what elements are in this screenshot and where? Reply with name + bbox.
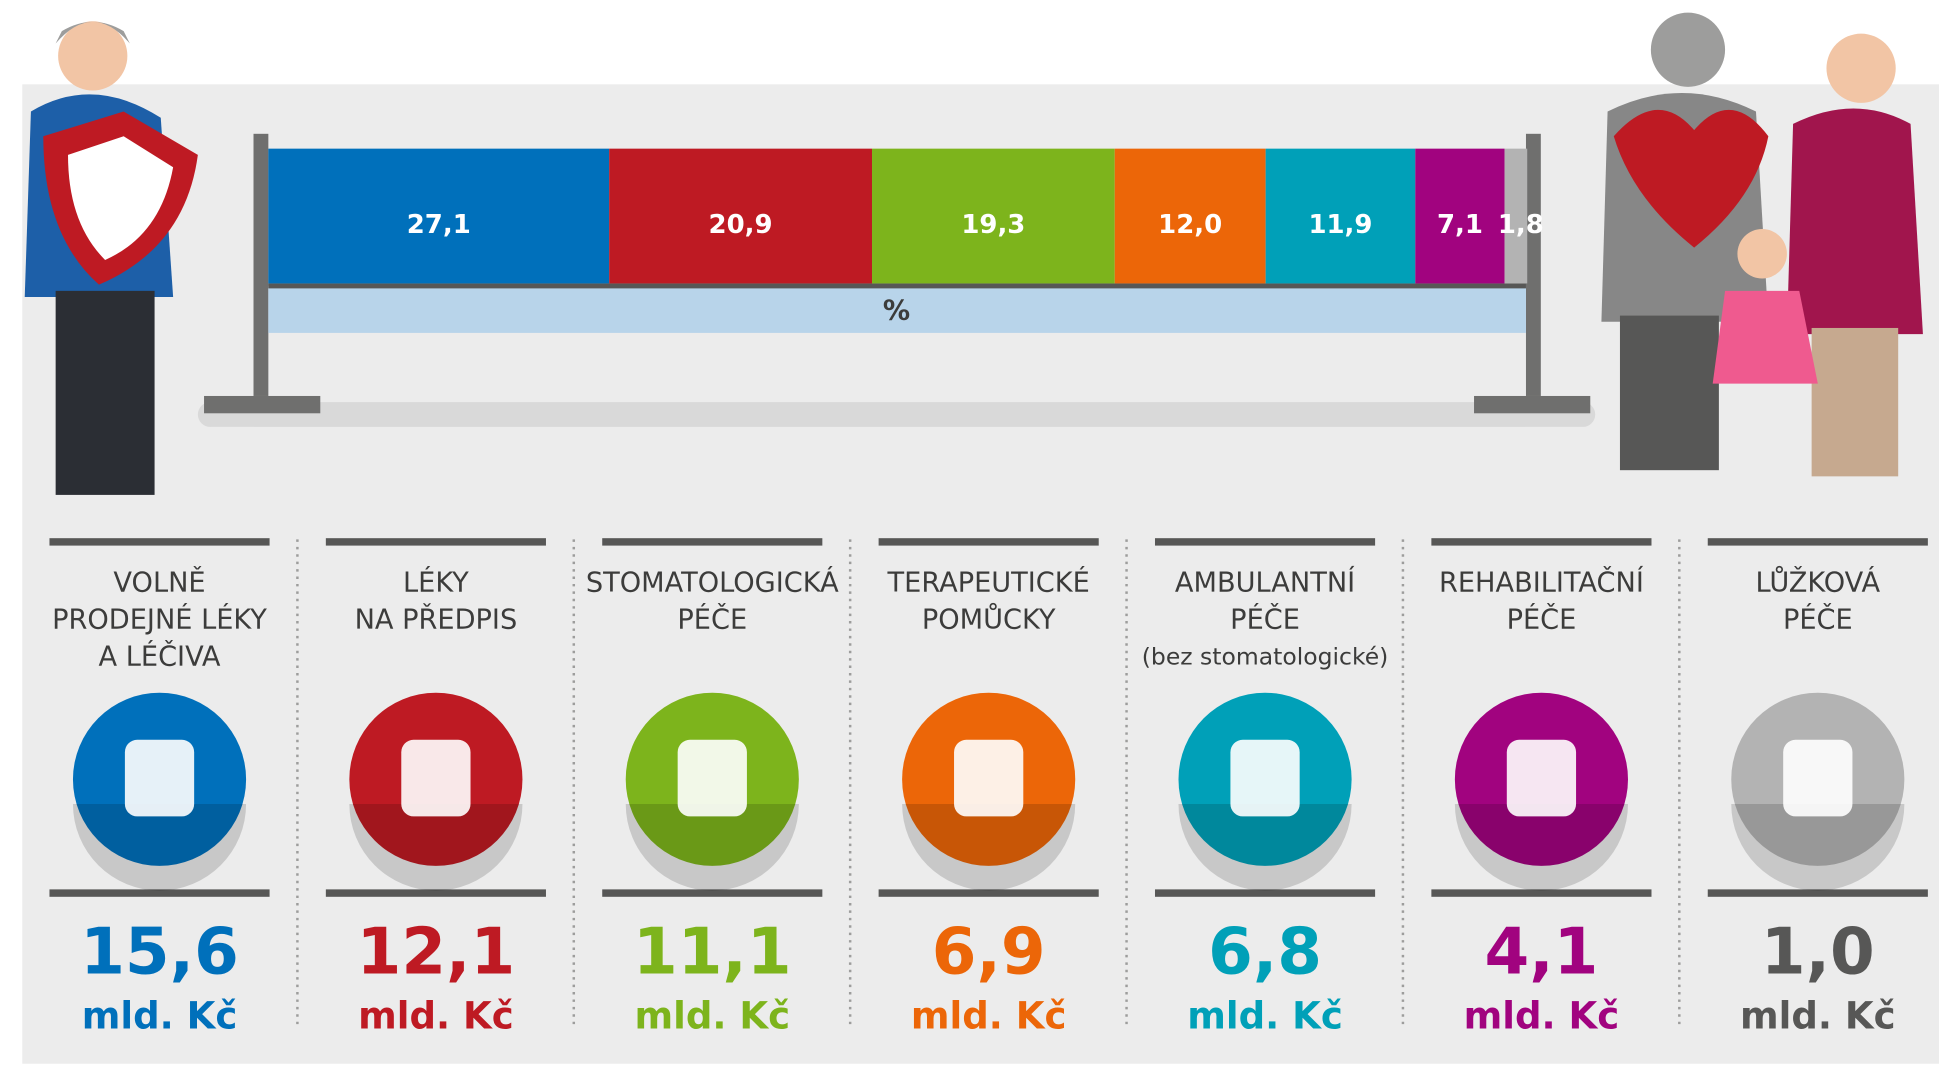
category-label: LŮŽKOVÁ [1756,566,1881,598]
category-label: AMBULANTNÍ [1175,566,1355,598]
unit-strip [268,285,1526,333]
amount-label: 11,1 [633,915,792,990]
column-rule-top [602,538,823,546]
category-label: POMŮCKY [922,604,1056,636]
category-label: (bez stomatologické) [1142,643,1389,671]
person-left [24,21,198,495]
amount-unit: mld. Kč [1464,994,1620,1037]
icon-shade [625,804,799,891]
bar-segment [1114,148,1266,284]
icon-glyph [677,739,747,817]
icon-shade [1454,804,1628,891]
category-label: PRODEJNÉ LÉKY [52,604,267,636]
column-rule-mid [1154,889,1376,897]
icon-shade [1178,804,1352,891]
icon-glyph [124,739,195,817]
amount-label: 4,1 [1484,915,1598,990]
category-label: A LÉČIVA [99,641,221,673]
icon-shade [902,804,1076,891]
column-rule-top [878,538,1099,546]
column-rule-top [49,538,270,546]
icon-glyph [1506,739,1577,817]
amount-unit: mld. Kč [1187,994,1343,1037]
amount-label: 12,1 [357,915,516,990]
amount-label: 15,6 [80,915,239,990]
amount-unit: mld. Kč [1740,994,1896,1037]
amount-unit: mld. Kč [911,994,1067,1037]
segment-label: 7,1 [1437,210,1483,240]
post-right [1525,133,1541,396]
icon-shade [349,804,523,891]
category-icon [1178,692,1352,891]
category-label: PÉČE [677,604,747,636]
category-label: PÉČE [1230,604,1300,636]
category-label: REHABILITAČNÍ [1439,566,1644,598]
icon-glyph [401,739,471,817]
category-label: NA PŘEDPIS [355,604,518,636]
segment-label: 20,9 [709,210,773,240]
column-rule-mid [878,889,1099,897]
category-label: PÉČE [1507,604,1577,636]
column-rule-top [1154,538,1376,546]
amount-label: 6,9 [932,915,1046,990]
amount-label: 6,8 [1208,915,1322,990]
bar-segment [872,148,1115,284]
category-icon [902,692,1076,891]
bar-segment [1504,148,1528,284]
floor [197,402,1596,427]
icon-glyph [954,739,1024,817]
column-rule-mid [1431,889,1652,897]
column-rule-mid [325,889,546,897]
post-left [253,133,269,396]
column-rule-top [1707,538,1928,546]
column-rule-mid [602,889,823,897]
amount-unit: mld. Kč [358,994,514,1037]
bar-segment [609,148,873,284]
column-rule-top [1431,538,1652,546]
segment-label: 11,9 [1308,210,1372,240]
category-label: PÉČE [1783,604,1853,636]
segment-label: 12,0 [1158,210,1222,240]
segment-label: 19,3 [961,210,1025,240]
category-label: TERAPEUTICKÉ [887,566,1090,598]
category-icon [1731,692,1905,891]
category-icon [625,692,799,891]
bar-segment [268,148,610,284]
icon-glyph [1783,739,1853,817]
icon-glyph [1230,739,1300,817]
family-right [1601,12,1923,477]
category-label: VOLNĚ [113,566,205,598]
segment-label: 27,1 [407,210,471,240]
column-rule-top [325,538,546,546]
category-icon [1454,692,1628,891]
category-label: STOMATOLOGICKÁ [586,566,839,598]
category-icon [349,692,523,891]
amount-unit: mld. Kč [82,994,238,1037]
column-rule-mid [49,889,270,897]
unit-label: % [883,295,910,326]
bar-segment [1415,148,1505,284]
bar-segment [1265,148,1416,284]
icon-shade [1731,804,1905,891]
icon-shade [72,804,247,891]
bar-rail [268,283,1526,289]
post-base-left [204,395,321,414]
post-base-right [1474,395,1591,414]
amount-label: 1,0 [1761,915,1875,990]
category-icon [72,692,247,891]
category-label: LÉKY [403,566,469,598]
amount-unit: mld. Kč [634,994,790,1037]
segment-label: 1,8 [1498,210,1544,240]
column-rule-mid [1707,889,1928,897]
